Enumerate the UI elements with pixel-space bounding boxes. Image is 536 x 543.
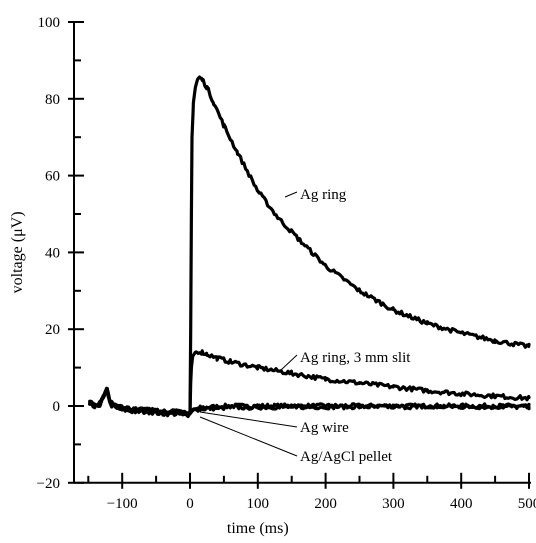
- y-tick-label: 40: [45, 245, 60, 261]
- y-tick-label: 20: [45, 322, 60, 338]
- x-tick-label: 300: [382, 496, 405, 512]
- x-ticks: −100 0 100 200 300 400 500: [87, 472, 536, 512]
- x-tick-label: 0: [186, 496, 194, 512]
- y-tick-label: 60: [45, 169, 60, 185]
- annotation-leader-ag-wire: [199, 411, 298, 428]
- series-line-ag-ring: [88, 75, 531, 417]
- x-tick-label: 500: [518, 496, 536, 512]
- annotation-leader-ag-agcl-pellet: [199, 416, 298, 457]
- annotation-ag-ring: Ag ring: [300, 187, 347, 203]
- x-axis-label: time (ms): [227, 520, 289, 537]
- y-tick-label: 100: [38, 15, 61, 31]
- annotation-leader-ag-ring-slit: [280, 354, 298, 371]
- series-layer: [88, 75, 531, 419]
- y-axis-label: voltage (μV): [9, 211, 26, 293]
- annotations: Ag ring Ag ring, 3 mm slit Ag wire Ag/AgCl …: [199, 187, 411, 465]
- x-tick-label: −100: [107, 496, 138, 512]
- y-ticks: −20 0 20 40 60 80 100: [37, 15, 84, 492]
- x-tick-label: 200: [314, 496, 337, 512]
- annotation-ag-wire: Ag wire: [300, 420, 349, 436]
- annotation-leader-ag-ring: [284, 191, 298, 198]
- x-tick-label: 100: [247, 496, 270, 512]
- y-tick-label: 0: [53, 399, 61, 415]
- annotation-ag-ring-slit: Ag ring, 3 mm slit: [300, 350, 411, 366]
- annotation-ag-agcl-pellet: Ag/AgCl pellet: [300, 449, 393, 465]
- x-tick-label: 400: [450, 496, 473, 512]
- y-tick-label: 80: [45, 92, 60, 108]
- y-tick-label: −20: [37, 476, 60, 492]
